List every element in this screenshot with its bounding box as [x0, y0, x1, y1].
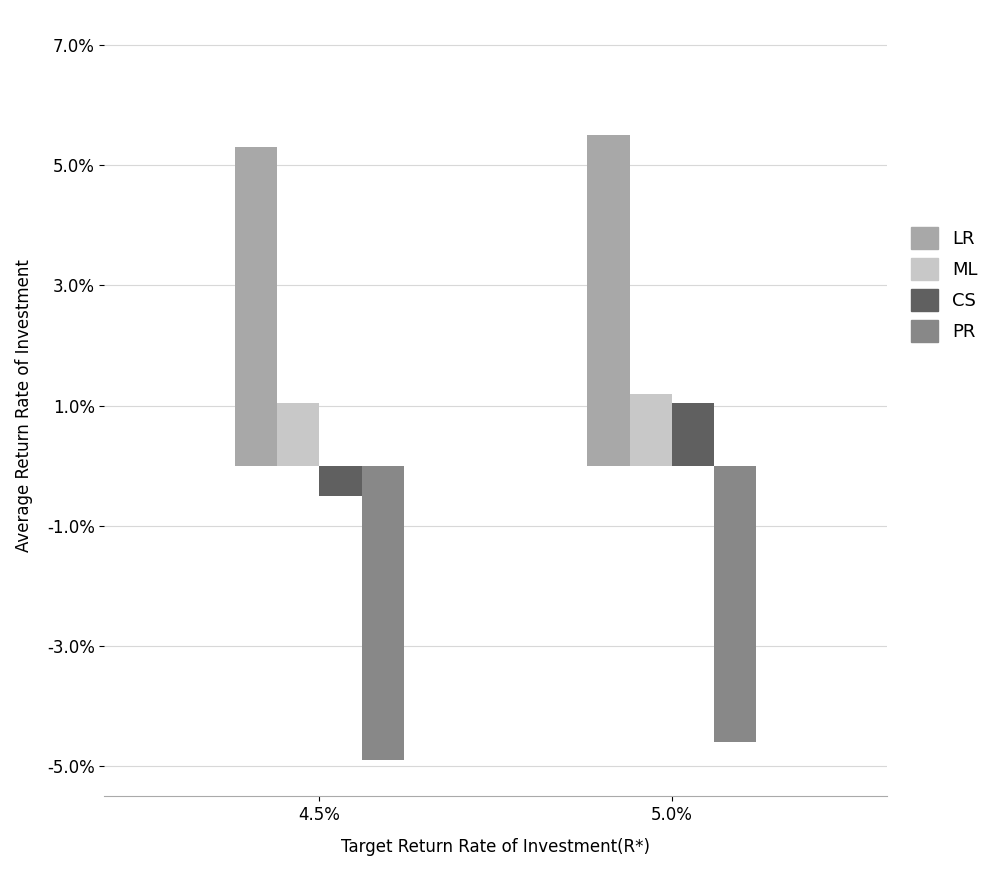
Bar: [672, 402, 714, 466]
Bar: [277, 402, 319, 466]
Bar: [235, 147, 277, 466]
Bar: [362, 466, 404, 760]
Legend: LR, ML, CS, PR: LR, ML, CS, PR: [904, 219, 985, 349]
Bar: [587, 135, 630, 466]
Bar: [630, 394, 672, 466]
Bar: [319, 466, 362, 496]
Bar: [714, 466, 756, 742]
Y-axis label: Average Return Rate of Investment: Average Return Rate of Investment: [15, 260, 33, 552]
X-axis label: Target Return Rate of Investment(R*): Target Return Rate of Investment(R*): [341, 838, 650, 856]
